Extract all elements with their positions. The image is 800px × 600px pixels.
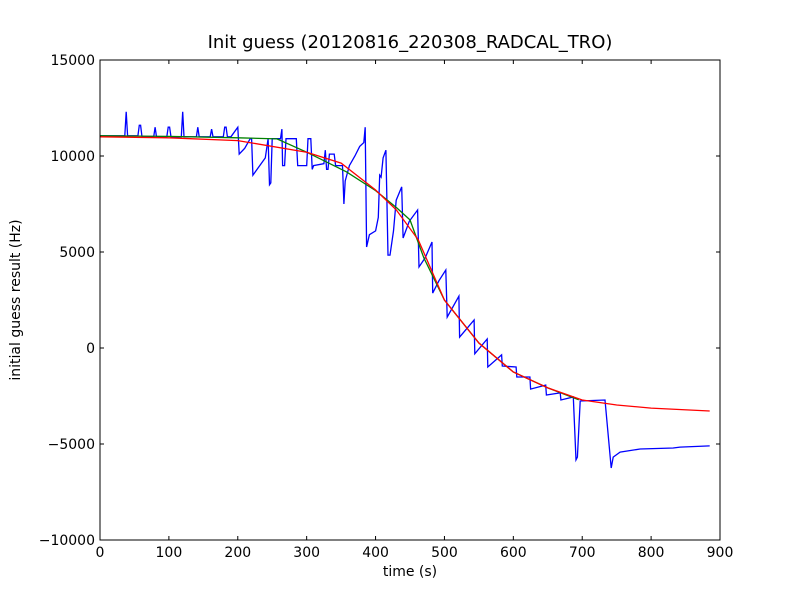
x-tick-label: 500: [431, 545, 458, 561]
x-tick-label: 400: [362, 545, 389, 561]
plot-frame: [99, 59, 721, 541]
chart-title: Init guess (20120816_220308_RADCAL_TRO): [208, 32, 613, 53]
x-tick-label: 600: [500, 545, 527, 561]
y-tick-label: 0: [86, 341, 95, 357]
y-tick-label: −10000: [39, 533, 95, 549]
x-tick-label: 900: [707, 545, 734, 561]
y-tick-label: −5000: [48, 437, 95, 453]
x-tick-label: 300: [293, 545, 320, 561]
y-tick-label: 5000: [59, 245, 95, 261]
y-tick-label: 15000: [50, 53, 95, 69]
series-line-fit-red: [99, 136, 710, 412]
y-tick-label: 10000: [50, 149, 95, 165]
x-tick-label: 200: [224, 545, 251, 561]
x-tick-label: 800: [638, 545, 665, 561]
x-axis-label: time (s): [383, 564, 437, 580]
y-axis-label: initial guess result (Hz): [8, 219, 24, 380]
x-tick-label: 100: [156, 545, 183, 561]
x-tick-label: 700: [569, 545, 596, 561]
series-line-measured: [100, 111, 710, 469]
x-tick-label: 0: [96, 545, 105, 561]
